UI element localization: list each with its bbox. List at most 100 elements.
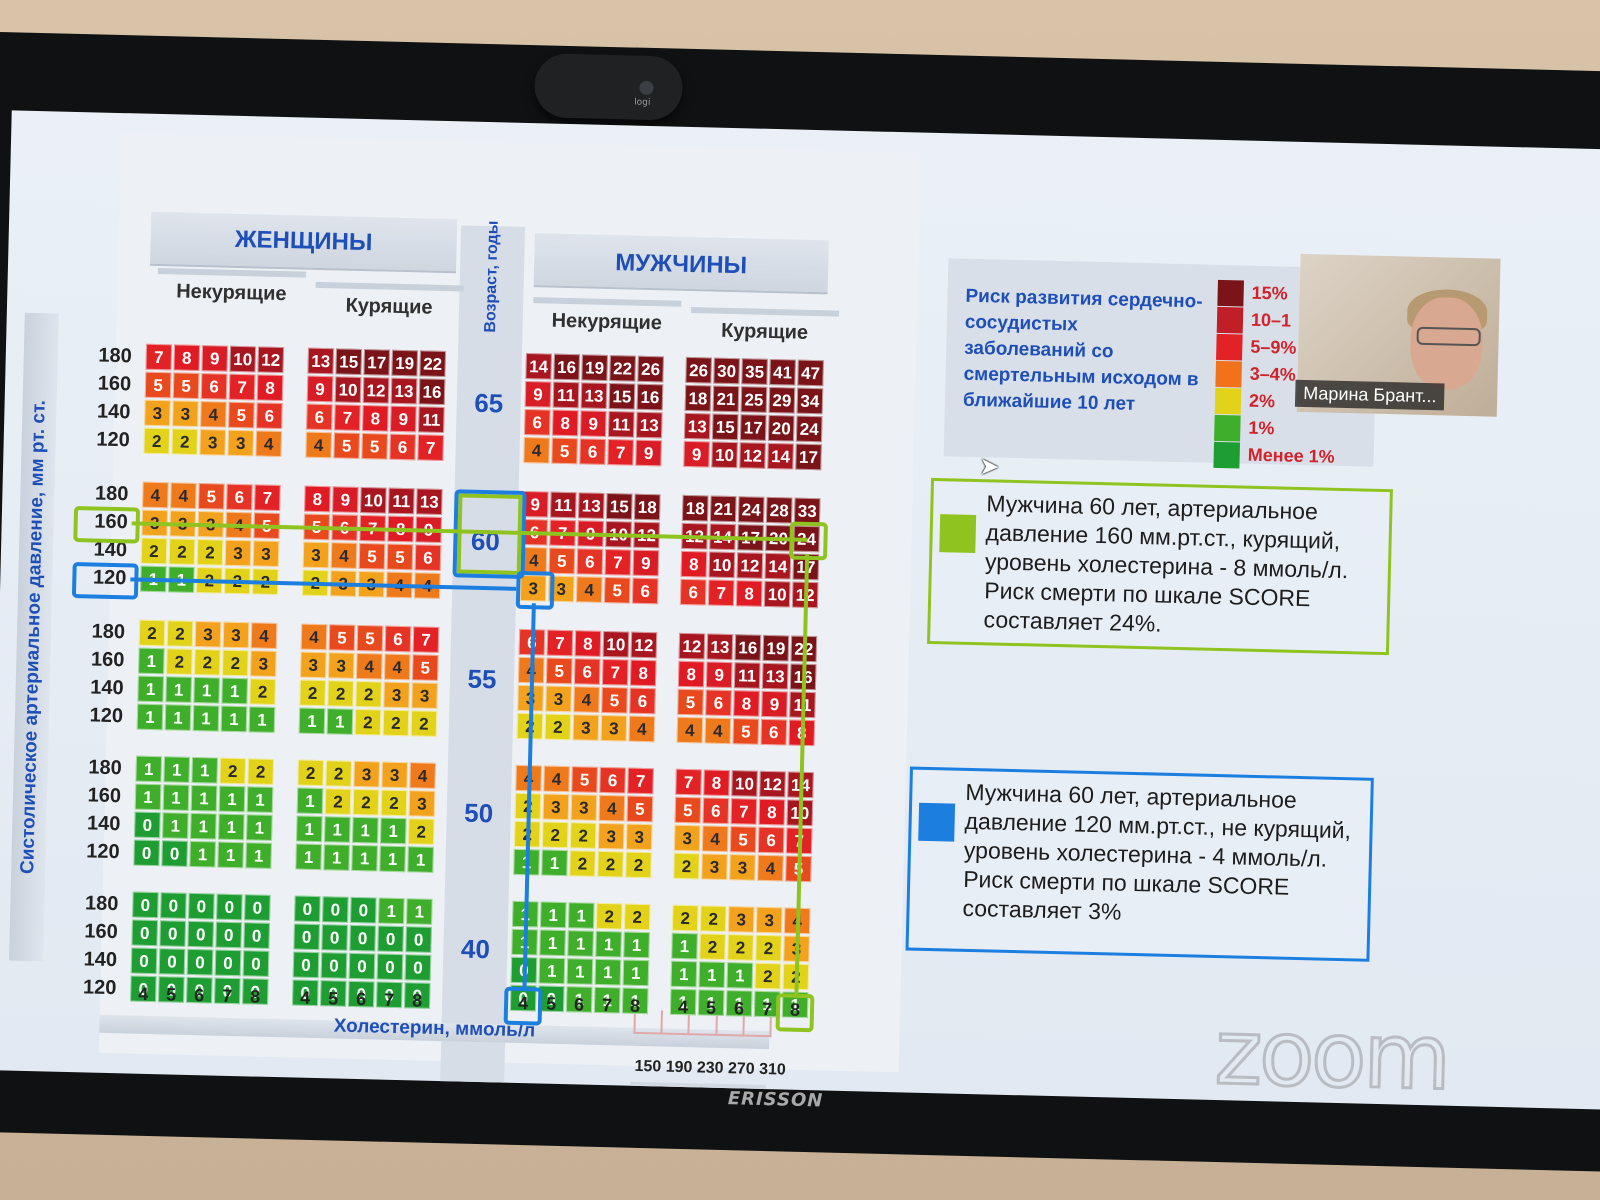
risk-cell: 22 xyxy=(419,350,447,378)
risk-cell: 5 xyxy=(228,401,255,429)
risk-cell: 0 xyxy=(158,948,186,975)
cholesterol-tick-women-false: 6 xyxy=(193,985,205,1006)
risk-cell: 2 xyxy=(352,788,380,816)
risk-cell: 2 xyxy=(143,427,171,455)
risk-cell: 9 xyxy=(390,405,417,433)
subheader-men-true: Курящие xyxy=(720,319,809,344)
legend-label: 10–1 xyxy=(1250,309,1292,331)
risk-cell: 28 xyxy=(765,496,793,524)
risk-cell: 7 xyxy=(145,343,173,371)
risk-cell: 20 xyxy=(767,414,795,442)
risk-cell: 0 xyxy=(376,953,404,981)
cholesterol-tick-women-true: 6 xyxy=(355,989,367,1010)
risk-cell: 9 xyxy=(683,440,710,468)
risk-cell: 5 xyxy=(198,483,225,510)
risk-cell: 2 xyxy=(249,678,276,705)
risk-cell: 2 xyxy=(625,851,652,879)
risk-cell: 12 xyxy=(739,442,766,469)
age-label-65: 65 xyxy=(473,387,504,419)
risk-cell: 8 xyxy=(256,374,284,402)
risk-cell: 1 xyxy=(406,898,433,925)
risk-cell: 0 xyxy=(321,924,348,951)
risk-cell: 1 xyxy=(135,755,163,783)
risk-cell: 14 xyxy=(767,442,794,470)
risk-cell: 1 xyxy=(538,957,566,985)
risk-cell: 5 xyxy=(571,766,598,793)
risk-cell: 0 xyxy=(377,925,404,953)
risk-cell: 6 xyxy=(629,687,656,715)
risk-cell: 12 xyxy=(257,346,285,374)
risk-cell: 0 xyxy=(294,895,321,923)
risk-cell: 12 xyxy=(362,377,390,404)
risk-cell: 3 xyxy=(250,650,277,677)
risk-cell: 2 xyxy=(569,822,597,849)
risk-cell: 6 xyxy=(523,408,551,436)
risk-cell: 7 xyxy=(417,434,444,461)
risk-cell: 2 xyxy=(673,852,700,880)
risk-cell: 0 xyxy=(320,952,348,979)
legend-swatch xyxy=(1216,333,1243,361)
risk-cell: 0 xyxy=(161,840,188,867)
risk-cell: 0 xyxy=(215,921,243,949)
risk-cell: 2 xyxy=(513,820,541,848)
risk-cell: 6 xyxy=(331,514,358,541)
risk-cell: 2 xyxy=(595,902,623,930)
risk-cell: 7 xyxy=(412,626,440,653)
bp-label-40-140: 140 xyxy=(83,948,118,972)
risk-cell: 5 xyxy=(674,796,702,824)
example-swatch xyxy=(918,802,956,842)
risk-cell: 1 xyxy=(190,812,217,840)
risk-cell: 2 xyxy=(382,709,410,737)
risk-cell: 1 xyxy=(193,676,220,704)
risk-cell: 3 xyxy=(408,790,436,817)
risk-cell: 10 xyxy=(763,580,791,608)
risk-cell: 3 xyxy=(327,652,355,679)
risk-cell: 2 xyxy=(355,680,382,708)
risk-cell: 5 xyxy=(358,542,386,570)
risk-cell: 12 xyxy=(633,521,660,549)
risk-cell: 16 xyxy=(789,663,817,691)
participant-name: Марина Брант... xyxy=(1294,379,1445,411)
tv-frame: logi ЖЕНЩИНЫ МУЖЧИНЫ Возраст, годы Некурящи… xyxy=(0,31,1600,1173)
risk-cell: 3 xyxy=(600,714,628,742)
risk-cell: 5 xyxy=(253,512,281,540)
risk-cell: 2 xyxy=(727,934,754,961)
risk-cell: 0 xyxy=(322,896,349,923)
risk-cell: 9 xyxy=(521,490,549,518)
risk-cell: 6 xyxy=(226,483,253,511)
bp-label-55-140: 140 xyxy=(90,676,124,700)
risk-cell: 10 xyxy=(334,376,362,403)
risk-cell: 2 xyxy=(541,821,569,849)
risk-cell: 9 xyxy=(761,690,788,718)
risk-cell: 4 xyxy=(355,652,383,680)
risk-cell: 9 xyxy=(632,549,660,577)
risk-cell: 3 xyxy=(300,651,327,679)
risk-cell: 4 xyxy=(598,794,626,822)
risk-cell: 12 xyxy=(759,770,786,798)
risk-cell: 26 xyxy=(637,355,664,383)
risk-cell: 2 xyxy=(671,904,699,932)
cholesterol-tick-women-false: 4 xyxy=(137,983,149,1004)
risk-cell: 13 xyxy=(635,411,663,439)
risk-cell: 2 xyxy=(516,712,544,740)
risk-cell: 5 xyxy=(551,437,578,465)
risk-cell: 11 xyxy=(733,662,761,689)
risk-cell: 1 xyxy=(539,901,567,929)
risk-cell: 5 xyxy=(386,543,414,571)
risk-cell: 3 xyxy=(302,541,330,569)
risk-cell: 12 xyxy=(791,581,819,609)
subheader-women-true: Курящие xyxy=(345,294,433,319)
risk-cell: 4 xyxy=(515,764,542,792)
risk-cell: 1 xyxy=(379,845,406,873)
risk-cell: 3 xyxy=(542,793,570,821)
risk-cell: 16 xyxy=(418,378,446,406)
risk-cell: 8 xyxy=(677,660,705,688)
risk-cell: 30 xyxy=(713,357,740,385)
risk-cell: 3 xyxy=(381,761,408,789)
risk-cell: 1 xyxy=(245,842,272,869)
risk-cell: 4 xyxy=(170,482,197,509)
legend-swatch xyxy=(1214,414,1241,442)
risk-cell: 6 xyxy=(414,544,442,571)
cholesterol-tick-women-false: 7 xyxy=(221,985,233,1006)
risk-cell: 6 xyxy=(705,689,732,717)
